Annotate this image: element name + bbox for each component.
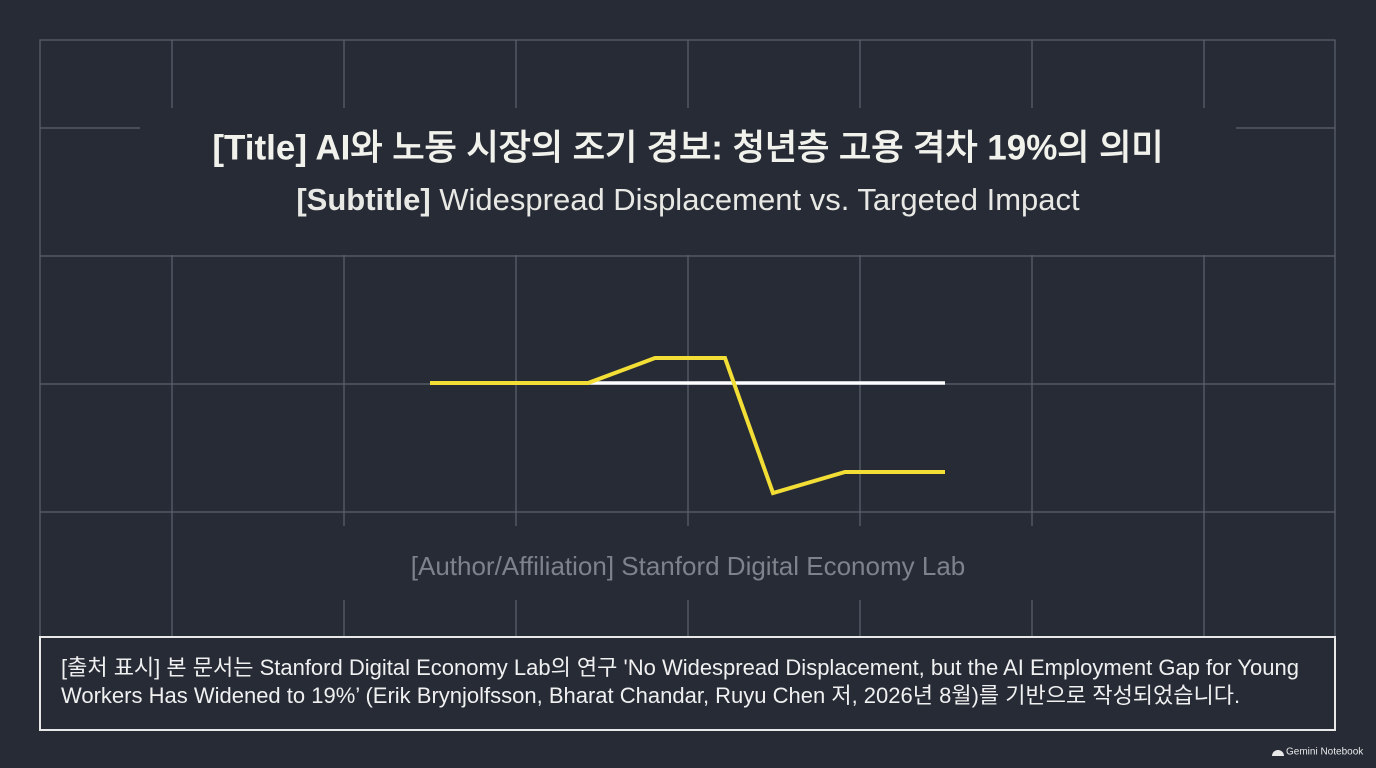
subtitle-label: [Subtitle] bbox=[296, 182, 430, 217]
author-backdrop bbox=[200, 526, 1180, 600]
trend-line bbox=[430, 356, 945, 496]
source-line: Workers Has Widened to 19%’ (Erik Brynjo… bbox=[61, 683, 1240, 708]
source-box bbox=[39, 636, 1336, 731]
source-line: [출처 표시] 본 문서는 Stanford Digital Economy L… bbox=[61, 655, 1299, 680]
watermark: Gemini Notebook bbox=[1286, 747, 1364, 758]
watermark-icon bbox=[1272, 750, 1284, 756]
subtitle: [Subtitle] Widespread Displacement vs. T… bbox=[296, 182, 1080, 217]
subtitle-text: Widespread Displacement vs. Targeted Imp… bbox=[439, 182, 1080, 217]
title: [Title] AI와 노동 시장의 조기 경보: 청년층 고용 격차 19%의… bbox=[212, 128, 1163, 167]
title-backdrop bbox=[140, 108, 1236, 255]
author: [Author/Affiliation] Stanford Digital Ec… bbox=[411, 551, 966, 581]
